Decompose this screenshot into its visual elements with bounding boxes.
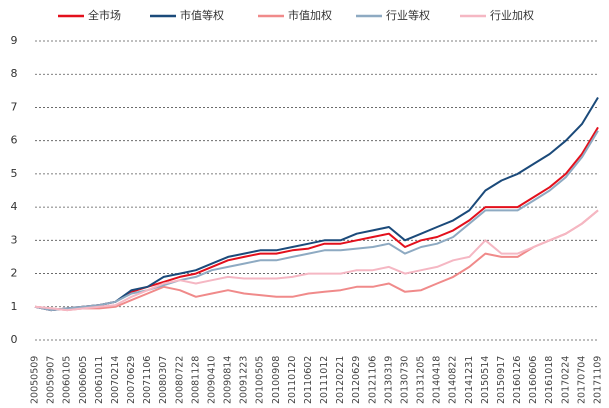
y-tick-label: 6 [11,134,18,147]
x-tick-label: 20111012 [319,356,330,404]
x-tick-label: 20061011 [94,356,105,404]
x-tick-label: 20161018 [544,356,555,404]
legend-label: 市值等权 [180,8,224,22]
legend-label: 行业等权 [386,8,430,22]
x-tick-label: 20131205 [416,356,427,404]
x-tick-label: 20071106 [142,356,153,404]
x-tick-label: 20110120 [287,356,298,404]
x-tick-label: 20070214 [110,356,121,404]
series-line [34,209,599,312]
x-tick-label: 20100908 [271,356,282,404]
x-tick-label: 20150917 [496,356,507,404]
x-tick-label: 20120221 [335,356,346,404]
legend-label: 全市场 [88,8,121,22]
x-tick-label: 20121106 [367,356,378,404]
y-tick-label: 4 [11,200,18,213]
x-tick-label: 20130730 [399,356,410,404]
series-line [34,130,599,312]
x-tick-label: 20050509 [30,356,41,404]
x-tick-label: 20091223 [239,356,250,404]
y-tick-label: 0 [11,333,18,346]
x-tick-label: 20081128 [190,356,201,404]
y-tick-label: 1 [11,300,18,313]
x-tick-label: 20050907 [46,356,57,404]
series-line [34,96,599,312]
x-tick-label: 20120629 [351,356,362,404]
x-tick-label: 20110602 [303,356,314,404]
x-tick-label: 20170224 [560,356,571,404]
x-tick-label: 20080307 [158,356,169,404]
x-tick-label: 20171109 [593,356,604,404]
x-tick-label: 20100505 [255,356,266,404]
x-tick-label: 20060105 [62,356,73,404]
x-tick-label: 20170704 [576,356,587,404]
x-tick-label: 20141231 [464,356,475,404]
y-tick-label: 2 [11,267,18,280]
y-tick-label: 5 [11,167,18,180]
x-tick-label: 20150514 [480,356,491,404]
series-line [34,126,599,312]
x-tick-label: 20140418 [432,356,443,404]
x-tick-label: 20080722 [174,356,185,404]
y-tick-label: 8 [11,67,18,80]
x-tick-label: 20160606 [528,356,539,404]
x-tick-label: 20140822 [448,356,459,404]
y-tick-label: 9 [11,34,18,47]
x-tick-label: 20060605 [78,356,89,404]
x-tick-label: 20090814 [223,356,234,404]
legend-label: 行业加权 [490,9,534,22]
x-tick-label: 20070629 [126,356,137,404]
x-tick-label: 20090410 [206,356,217,404]
x-tick-label: 20130319 [383,356,394,404]
legend-label: 市值加权 [288,8,332,22]
y-tick-label: 3 [11,233,18,246]
series-line [34,209,599,312]
y-tick-label: 7 [11,100,18,113]
x-tick-label: 20160126 [512,356,523,404]
